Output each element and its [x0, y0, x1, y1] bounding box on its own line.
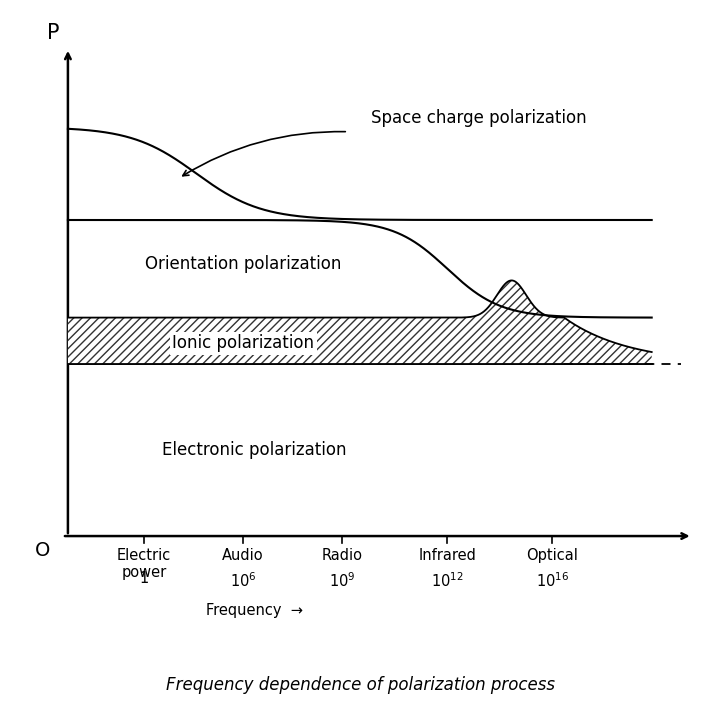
Text: Orientation polarization: Orientation polarization — [145, 255, 341, 273]
Text: 10$^6$: 10$^6$ — [230, 571, 256, 590]
Text: 10$^{16}$: 10$^{16}$ — [536, 571, 569, 590]
Text: 1: 1 — [139, 571, 148, 586]
Text: O: O — [35, 541, 50, 560]
Text: 10$^{12}$: 10$^{12}$ — [431, 571, 464, 590]
Text: Electronic polarization: Electronic polarization — [163, 441, 347, 459]
Text: Frequency  →: Frequency → — [206, 604, 303, 618]
Text: Infrared: Infrared — [418, 548, 477, 562]
Text: Audio: Audio — [222, 548, 264, 562]
Text: Frequency dependence of polarization process: Frequency dependence of polarization pro… — [166, 676, 554, 694]
Text: Optical: Optical — [526, 548, 578, 562]
Text: Radio: Radio — [322, 548, 363, 562]
Text: Electric
power: Electric power — [117, 548, 171, 580]
Text: Space charge polarization: Space charge polarization — [372, 108, 587, 127]
Text: 10$^9$: 10$^9$ — [329, 571, 356, 590]
Text: Ionic polarization: Ionic polarization — [172, 334, 314, 352]
Text: P: P — [47, 23, 59, 43]
